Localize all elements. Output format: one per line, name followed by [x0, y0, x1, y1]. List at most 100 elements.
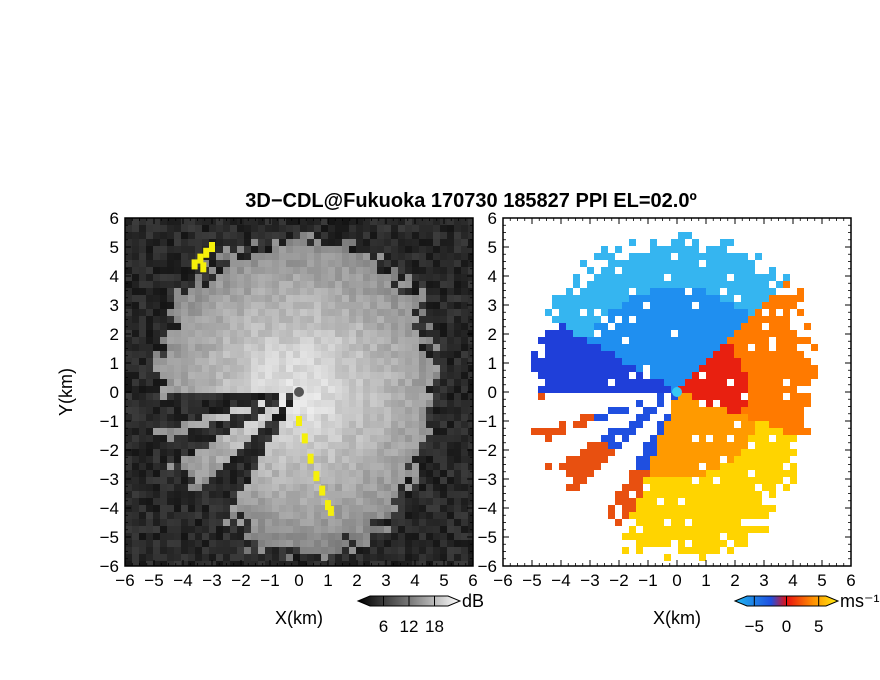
- velocity-cell: [580, 316, 587, 323]
- snr-cell: [335, 358, 342, 365]
- velocity-cell: [657, 330, 664, 337]
- velocity-cell: [706, 337, 713, 344]
- snr-cell: [223, 421, 230, 428]
- snr-cell: [328, 218, 335, 225]
- snr-cell: [454, 330, 461, 337]
- velocity-cell: [601, 365, 608, 372]
- snr-cell: [146, 358, 153, 365]
- snr-cell: [377, 449, 384, 456]
- snr-cell: [342, 302, 349, 309]
- velocity-cell: [566, 470, 573, 477]
- snr-cell: [370, 281, 377, 288]
- velocity-cell: [657, 288, 664, 295]
- velocity-cell: [741, 379, 748, 386]
- snr-cell: [461, 323, 468, 330]
- snr-cell: [342, 393, 349, 400]
- snr-cell: [244, 554, 251, 561]
- velocity-cell: [580, 302, 587, 309]
- snr-cell: [125, 407, 132, 414]
- velocity-cell: [678, 302, 685, 309]
- snr-cell: [377, 421, 384, 428]
- snr-cell: [279, 386, 286, 393]
- velocity-cell: [552, 358, 559, 365]
- snr-cell: [209, 456, 216, 463]
- snr-cell: [426, 281, 433, 288]
- snr-cell: [398, 463, 405, 470]
- snr-cell: [321, 239, 328, 246]
- snr-cell: [454, 407, 461, 414]
- velocity-cell: [741, 512, 748, 519]
- snr-cell: [216, 225, 223, 232]
- velocity-cell: [580, 365, 587, 372]
- snr-cell: [139, 302, 146, 309]
- snr-cell: [384, 435, 391, 442]
- snr-cell: [293, 442, 300, 449]
- snr-cell: [160, 372, 167, 379]
- snr-cell: [384, 526, 391, 533]
- snr-cell: [461, 547, 468, 554]
- snr-cell: [356, 414, 363, 421]
- snr-cell: [202, 554, 209, 561]
- snr-cell: [440, 519, 447, 526]
- snr-cell: [454, 421, 461, 428]
- snr-cell: [349, 288, 356, 295]
- velocity-cell: [615, 358, 622, 365]
- snr-cell: [153, 281, 160, 288]
- snr-cell: [426, 246, 433, 253]
- snr-cell: [300, 428, 307, 435]
- velocity-cell: [741, 526, 748, 533]
- velocity-cell: [692, 512, 699, 519]
- snr-cell: [342, 351, 349, 358]
- snr-cell: [230, 232, 237, 239]
- snr-cell: [447, 470, 454, 477]
- snr-cell: [160, 323, 167, 330]
- snr-cell: [160, 253, 167, 260]
- snr-cell: [426, 421, 433, 428]
- snr-cell: [146, 463, 153, 470]
- snr-cell: [132, 323, 139, 330]
- snr-cell: [216, 344, 223, 351]
- snr-cell: [370, 372, 377, 379]
- snr-cell: [300, 316, 307, 323]
- snr-cell: [139, 519, 146, 526]
- snr-cell: [146, 330, 153, 337]
- snr-cell: [405, 246, 412, 253]
- velocity-cell: [762, 330, 769, 337]
- snr-cell: [244, 491, 251, 498]
- snr-cell: [461, 218, 468, 225]
- snr-cell: [321, 232, 328, 239]
- snr-cell: [356, 561, 363, 566]
- snr-cell: [272, 512, 279, 519]
- snr-cell: [251, 414, 258, 421]
- velocity-cell: [706, 498, 713, 505]
- velocity-cell: [643, 337, 650, 344]
- velocity-cell: [748, 491, 755, 498]
- snr-cell: [139, 463, 146, 470]
- velocity-cell: [545, 463, 552, 470]
- snr-cell: [272, 302, 279, 309]
- snr-cell: [286, 491, 293, 498]
- velocity-cell: [769, 267, 776, 274]
- x-tick-label: 6: [468, 571, 477, 590]
- snr-cell: [216, 519, 223, 526]
- velocity-cell: [734, 260, 741, 267]
- snr-cell: [321, 554, 328, 561]
- velocity-cell: [748, 330, 755, 337]
- velocity-cell: [755, 302, 762, 309]
- snr-cell: [433, 477, 440, 484]
- snr-cell: [279, 414, 286, 421]
- velocity-cell: [797, 400, 804, 407]
- snr-cell: [356, 540, 363, 547]
- snr-cell: [321, 260, 328, 267]
- snr-cell: [370, 498, 377, 505]
- snr-cell: [405, 330, 412, 337]
- velocity-cell: [601, 295, 608, 302]
- velocity-cell: [706, 400, 713, 407]
- snr-cell: [426, 351, 433, 358]
- velocity-cell: [713, 386, 720, 393]
- velocity-cell: [650, 491, 657, 498]
- snr-cell: [202, 421, 209, 428]
- velocity-cell: [713, 526, 720, 533]
- snr-cell: [188, 358, 195, 365]
- snr-cell: [440, 498, 447, 505]
